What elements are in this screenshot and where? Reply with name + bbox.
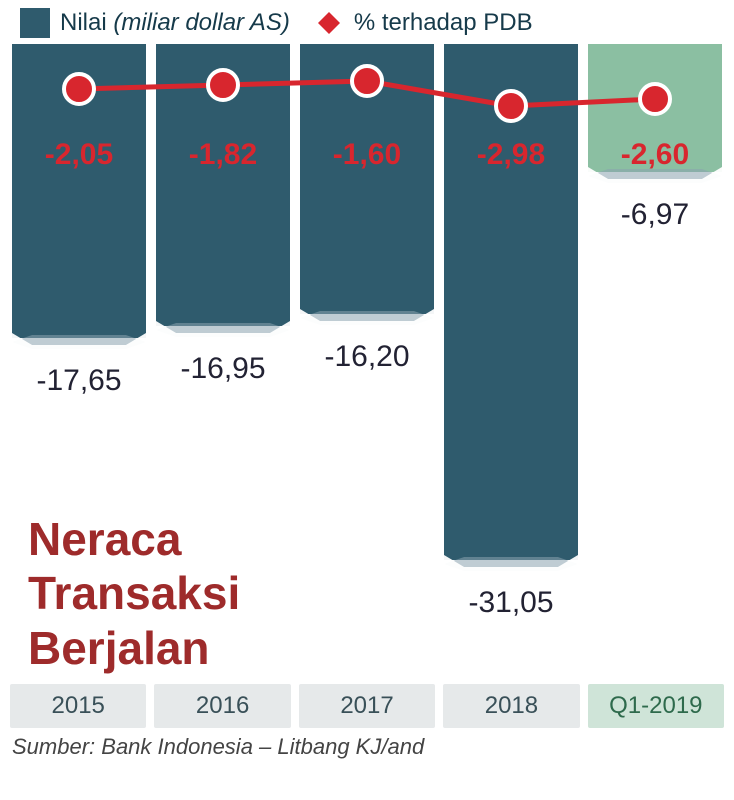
x-axis: 2015201620172018Q1-2019 [0,684,734,728]
legend-swatch-bar [20,8,50,38]
legend-label-line: % terhadap PDB [354,9,533,37]
bar [156,44,290,326]
pct-label: -1,60 [300,138,434,172]
bar [12,44,146,338]
legend-label-bar-italic: (miliar dollar AS) [113,9,289,36]
pct-label: -2,05 [12,138,146,172]
x-tick: 2016 [154,684,290,728]
legend: Nilai (miliar dollar AS) % terhadap PDB [0,0,734,44]
pct-label: -1,82 [156,138,290,172]
bar [300,44,434,314]
bar-value-label: -16,95 [156,352,290,386]
legend-marker-line [318,12,340,34]
bar-value-label: -17,65 [12,364,146,398]
x-tick: Q1-2019 [588,684,724,728]
x-tick: 2018 [443,684,579,728]
chart-column: -16,20 -1,60 [300,44,434,680]
legend-label-bar: Nilai (miliar dollar AS) [60,9,290,37]
source-prefix: Sumber: [12,734,101,759]
chart-column: -6,97 -2,60 [588,44,722,680]
chart-title: NeracaTransaksiBerjalan [28,512,240,675]
x-tick: 2017 [299,684,435,728]
bar [444,44,578,560]
source-text: Bank Indonesia – Litbang KJ/and [101,734,424,759]
bar-value-label: -6,97 [588,198,722,232]
pct-label: -2,98 [444,138,578,172]
bar-value-label: -31,05 [444,586,578,620]
chart-column: -31,05 -2,98 [444,44,578,680]
x-tick: 2015 [10,684,146,728]
legend-label-bar-text: Nilai [60,9,113,36]
source-line: Sumber: Bank Indonesia – Litbang KJ/and [0,728,734,760]
chart-area: -17,65-2,05-16,95-1,82-16,20-1,60-31,05-… [0,44,734,728]
bar-value-label: -16,20 [300,340,434,374]
pct-label: -2,60 [588,138,722,172]
